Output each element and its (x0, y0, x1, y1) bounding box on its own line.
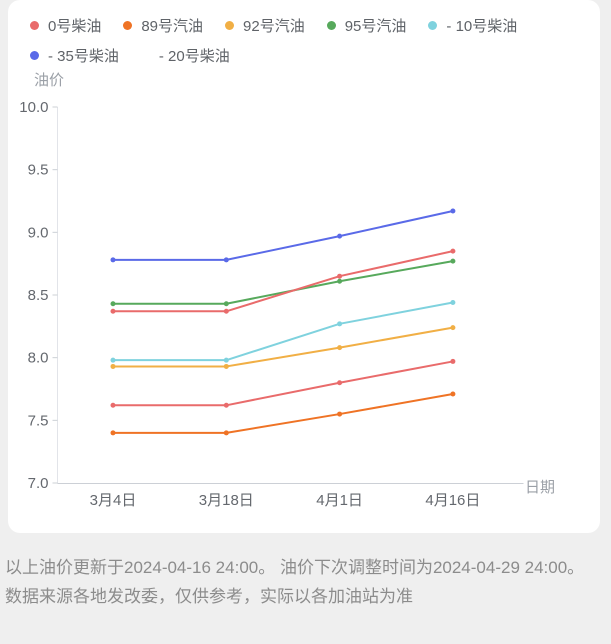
data-point-95号汽油-4月16日 (450, 258, 456, 264)
fuel-price-chart-card: 0号柴油 89号汽油 92号汽油 95号汽油 - 10号柴油 - 35号柴油 - 20号柴油… (8, 0, 600, 533)
legend-marker-icon (225, 20, 235, 30)
series-line--35号柴油 (112, 210, 454, 261)
legend-item-89号汽油[interactable]: 89号汽油 (123, 11, 203, 39)
y-axis-tick-label: 9.5 (28, 162, 49, 179)
legend-label: - 20号柴油 (158, 47, 230, 65)
legend-marker-icon (428, 20, 438, 30)
data-point--10号柴油-3月18日 (223, 357, 229, 363)
series-line-89号汽油 (112, 393, 454, 434)
data-point-89号汽油-4月1日 (337, 411, 343, 417)
legend-label: - 35号柴油 (48, 47, 119, 65)
legend-marker-icon (326, 20, 336, 30)
series-line-0号柴油 (112, 360, 454, 407)
data-point-95号汽油-3月4日 (110, 301, 116, 307)
legend-marker-icon (30, 50, 39, 60)
y-axis-tick-label: 7.0 (28, 475, 49, 492)
data-point-92号汽油-3月4日 (110, 363, 116, 369)
x-axis-tick-label: 3月4日 (90, 492, 137, 509)
data-point--20号柴油-3月18日 (223, 308, 229, 314)
data-point-0号柴油-4月1日 (337, 380, 343, 386)
fuel-price-line-chart[interactable]: 10.0 9.5 9.0 8.5 8.0 7.5 7.0 3月4日 3月18日 4月1日 4月16日 (8, 0, 600, 533)
legend-label: 95号汽油 (344, 17, 407, 35)
legend-item--20号柴油[interactable]: - 20号柴油 (141, 41, 230, 69)
chart-legend: 0号柴油 89号汽油 92号汽油 95号汽油 - 10号柴油 - 35号柴油 - 20号柴油 (30, 11, 590, 69)
data-point--20号柴油-4月1日 (337, 273, 343, 279)
series-line--10号柴油 (112, 301, 454, 362)
data-point--10号柴油-4月16日 (450, 300, 456, 306)
data-point--20号柴油-3月4日 (110, 308, 116, 314)
x-axis-tick-label: 3月18日 (199, 492, 254, 509)
data-point--10号柴油-3月4日 (110, 357, 116, 363)
series-line--20号柴油 (112, 250, 454, 313)
legend-item--10号柴油[interactable]: - 10号柴油 (428, 11, 517, 39)
legend-marker-icon (30, 20, 39, 30)
data-point-89号汽油-3月18日 (223, 430, 229, 436)
y-axis-title: 油价 (34, 72, 65, 89)
legend-label: 89号汽油 (141, 17, 204, 35)
data-point-95号汽油-4月1日 (337, 278, 343, 284)
data-point-0号柴油-3月4日 (110, 402, 116, 408)
y-axis-tick-label: 8.5 (28, 287, 49, 304)
legend-marker-icon (141, 51, 150, 60)
data-point-0号柴油-3月18日 (223, 402, 229, 408)
data-point-89号汽油-4月16日 (450, 391, 456, 397)
legend-marker-icon (123, 20, 133, 30)
y-axis-tick-label: 9.0 (28, 224, 49, 241)
y-axis-tick-label: 10.0 (19, 99, 48, 116)
x-axis-tick-label: 4月16日 (425, 492, 480, 509)
legend-label: - 10号柴油 (446, 17, 518, 35)
data-point-89号汽油-3月4日 (110, 430, 116, 436)
legend-item-92号汽油[interactable]: 92号汽油 (225, 11, 305, 39)
legend-item--35号柴油[interactable]: - 35号柴油 (30, 41, 119, 69)
legend-item-95号汽油[interactable]: 95号汽油 (326, 11, 407, 39)
data-point--35号柴油-4月1日 (337, 233, 343, 239)
data-point-92号汽油-3月18日 (223, 363, 229, 369)
y-axis-tick-label: 7.5 (28, 412, 49, 429)
y-axis-tick-label: 8.0 (28, 350, 49, 367)
data-point--35号柴油-4月16日 (450, 208, 456, 214)
series-line-92号汽油 (112, 326, 454, 368)
data-point--35号柴油-3月4日 (110, 257, 116, 263)
legend-label: 92号汽油 (243, 17, 305, 35)
x-axis-tick-label: 4月1日 (316, 492, 363, 509)
data-point-92号汽油-4月1日 (337, 345, 343, 351)
legend-label: 0号柴油 (48, 17, 102, 35)
data-point-95号汽油-3月18日 (223, 301, 229, 307)
update-note: 以上油价更新于2024-04-16 24:00。 油价下次调整时间为2024-0… (5, 558, 585, 606)
data-point-0号柴油-4月16日 (450, 358, 456, 364)
legend-item-0号柴油[interactable]: 0号柴油 (30, 11, 101, 39)
data-point-92号汽油-4月16日 (450, 325, 456, 331)
series-line-95号汽油 (112, 260, 454, 305)
x-axis-title: 日期 (525, 479, 556, 496)
data-point--20号柴油-4月16日 (450, 248, 456, 254)
data-point--10号柴油-4月1日 (337, 321, 343, 327)
data-point--35号柴油-3月18日 (223, 257, 229, 263)
